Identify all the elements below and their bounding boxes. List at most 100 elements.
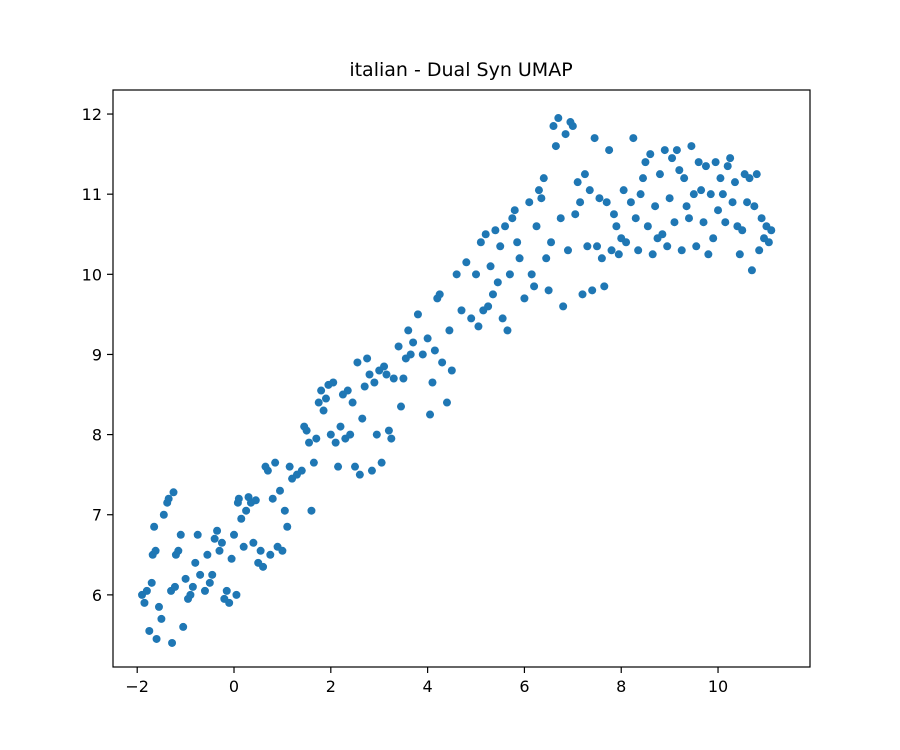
data-point [447, 366, 456, 375]
data-point [631, 214, 640, 223]
data-point [716, 174, 725, 183]
data-point [348, 398, 357, 407]
data-point [394, 342, 403, 351]
data-point [351, 462, 360, 471]
data-point [213, 526, 222, 535]
data-point [268, 494, 277, 503]
data-point [670, 218, 679, 227]
data-point [343, 386, 352, 395]
data-point [140, 598, 149, 607]
data-point [675, 166, 684, 175]
data-point [520, 294, 529, 303]
data-point [510, 206, 519, 215]
y-tick-label: 6 [92, 586, 102, 605]
data-point [554, 114, 563, 123]
y-tick-label: 12 [82, 105, 102, 124]
data-point [709, 234, 718, 243]
data-point [600, 282, 609, 291]
data-point [750, 202, 759, 211]
points-layer [138, 114, 776, 647]
data-point [309, 458, 318, 467]
data-point [639, 174, 648, 183]
data-point [360, 382, 369, 391]
data-point [573, 178, 582, 187]
data-point [711, 158, 720, 167]
data-point [188, 582, 197, 591]
data-point [576, 198, 585, 207]
data-point [607, 246, 616, 255]
data-point [767, 226, 776, 235]
data-point [399, 374, 408, 383]
data-point [280, 506, 289, 515]
data-point [699, 218, 708, 227]
data-point [353, 358, 362, 367]
data-point [382, 370, 391, 379]
data-point [636, 190, 645, 199]
data-point [326, 430, 335, 439]
data-point [355, 470, 364, 479]
data-point [556, 214, 565, 223]
data-point [312, 434, 321, 443]
data-point [505, 270, 514, 279]
data-point [718, 190, 727, 199]
data-point [174, 546, 183, 555]
data-point [527, 270, 536, 279]
data-point [215, 546, 224, 555]
data-point [534, 186, 543, 195]
data-point [660, 146, 669, 155]
data-point [164, 494, 173, 503]
data-point [605, 146, 614, 155]
data-point [677, 246, 686, 255]
data-point [430, 346, 439, 355]
data-point [314, 398, 323, 407]
data-point [641, 158, 650, 167]
data-point [648, 250, 657, 259]
data-point [694, 158, 703, 167]
data-point [595, 194, 604, 203]
data-point [151, 546, 160, 555]
data-point [157, 614, 166, 623]
data-point [578, 290, 587, 299]
data-point [263, 466, 272, 475]
data-point [730, 178, 739, 187]
data-point [612, 222, 621, 231]
data-point [346, 430, 355, 439]
data-point [297, 466, 306, 475]
y-tick-label: 7 [92, 506, 102, 525]
data-point [655, 170, 664, 179]
data-point [457, 306, 466, 315]
data-point [634, 246, 643, 255]
data-point [493, 278, 502, 287]
x-tick-label: 4 [423, 677, 433, 696]
data-point [426, 410, 435, 419]
data-point [692, 242, 701, 251]
data-point [629, 134, 638, 143]
data-point [200, 586, 209, 595]
data-point [609, 210, 618, 219]
data-point [418, 350, 427, 359]
data-point [508, 214, 517, 223]
data-point [684, 214, 693, 223]
data-point [481, 230, 490, 239]
data-point [472, 270, 481, 279]
data-point [150, 522, 159, 531]
data-point [227, 554, 236, 563]
data-point [530, 282, 539, 291]
data-point [542, 254, 551, 263]
data-point [689, 190, 698, 199]
chart-title: italian - Dual Syn UMAP [349, 59, 572, 81]
data-point [317, 386, 326, 395]
data-point [302, 426, 311, 435]
data-point [745, 174, 754, 183]
y-axis: 6 7 8 9 10 11 12 [82, 105, 113, 605]
data-point [147, 578, 156, 587]
data-point [176, 530, 185, 539]
data-point [387, 434, 396, 443]
data-point [680, 174, 689, 183]
data-point [384, 426, 393, 435]
data-point [764, 238, 773, 247]
data-point [186, 590, 195, 599]
data-point [285, 462, 294, 471]
data-point [646, 150, 655, 159]
data-point [181, 574, 190, 583]
